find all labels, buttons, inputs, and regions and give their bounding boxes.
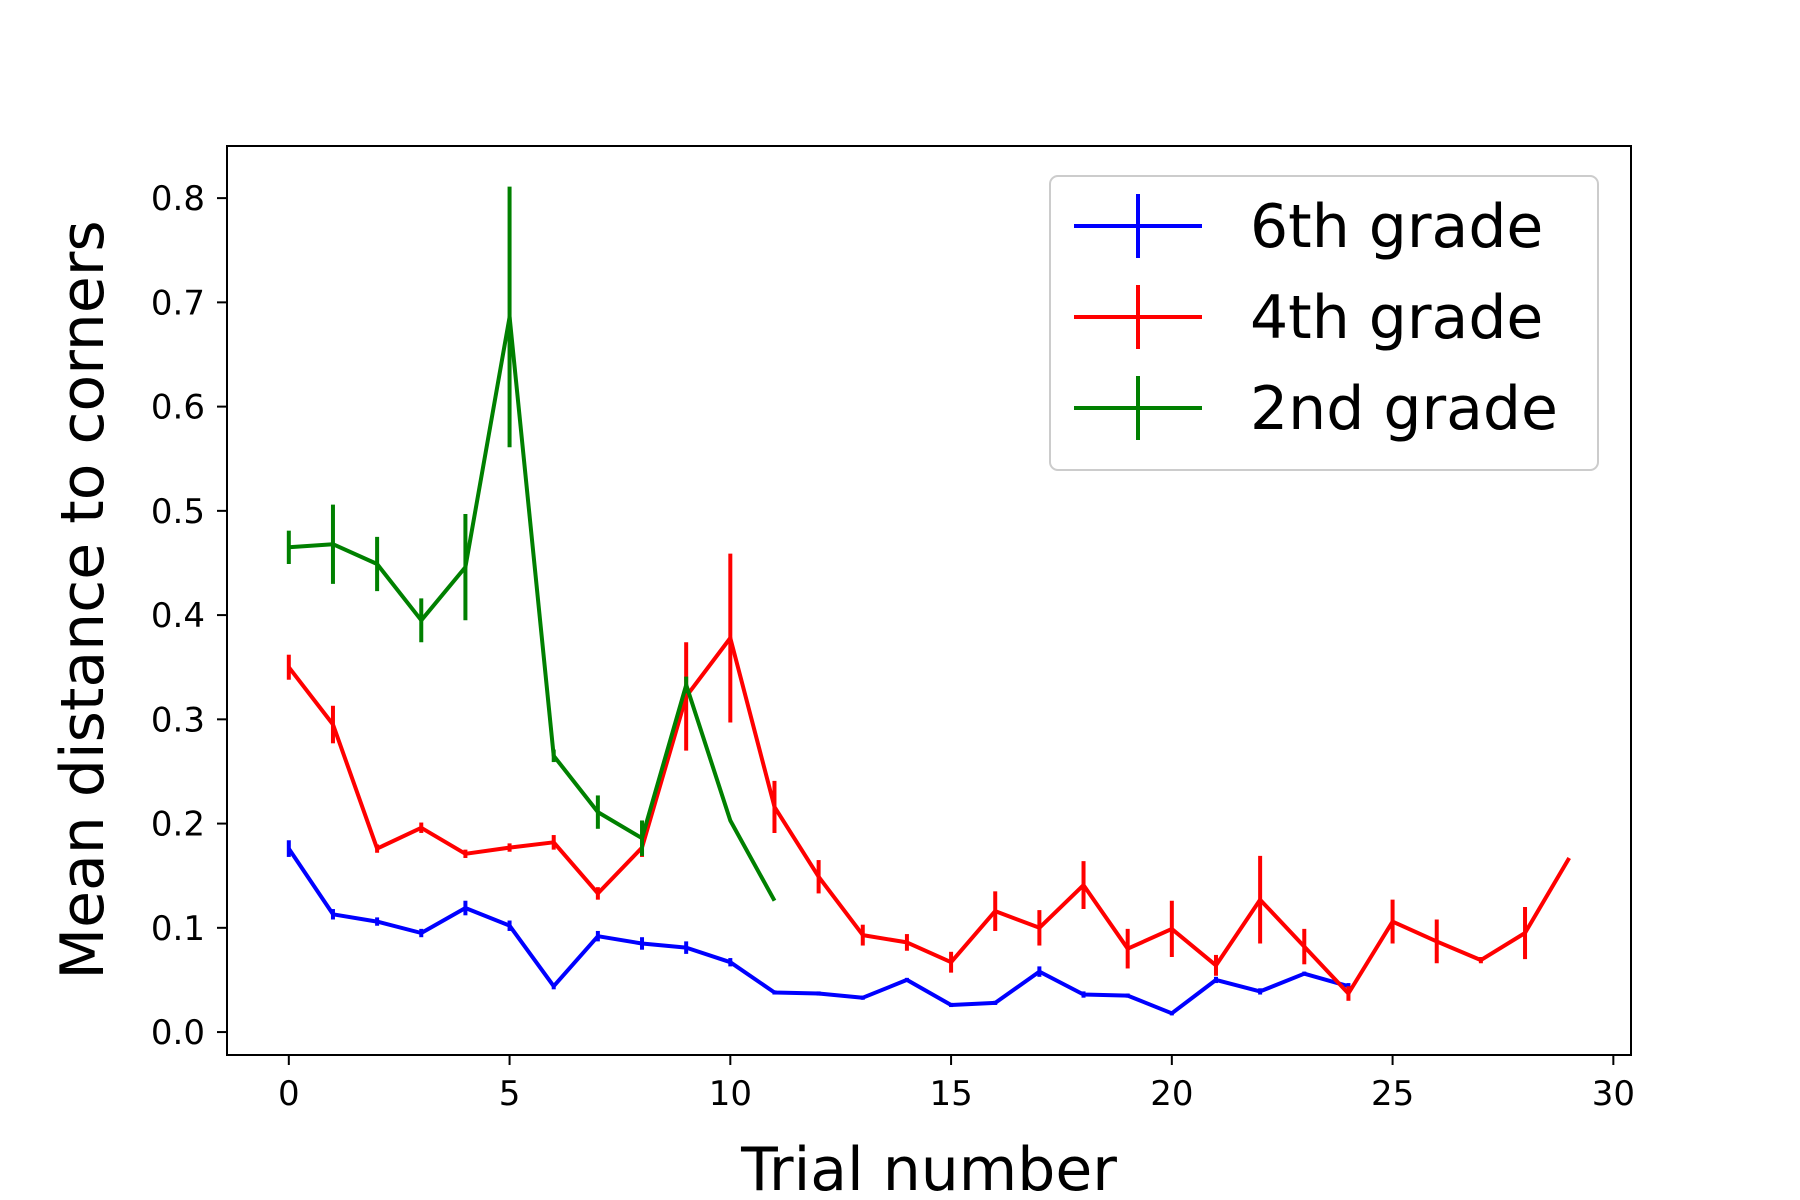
y-tick-label: 0.2: [151, 805, 205, 845]
legend-item-1: 4th grade: [1074, 283, 1543, 353]
y-tick-label: 0.1: [151, 909, 205, 949]
legend-box: [1049, 175, 1599, 471]
series-2: [286, 186, 777, 902]
legend: 6th grade 4th grade 2nd grade: [1049, 175, 1599, 471]
y-tick-label: 0.4: [151, 596, 205, 636]
axes-frame: [226, 145, 1632, 1056]
x-tick-label: 20: [1150, 1074, 1193, 1114]
plot-area: [286, 186, 1571, 1016]
legend-item-2: 2nd grade: [1074, 374, 1558, 444]
legend-items: 6th grade 4th grade 2nd grade: [1074, 192, 1558, 444]
legend-label: 6th grade: [1250, 192, 1543, 262]
series-line: [288, 315, 777, 902]
x-axis: 0 5 10 15 20 25 30: [278, 1055, 1635, 1114]
y-axis: 0.0 0.1 0.2 0.3 0.4 0.5 0.6 0.7 0.8: [151, 179, 227, 1053]
x-tick-label: 25: [1371, 1074, 1414, 1114]
legend-label: 4th grade: [1250, 283, 1543, 353]
legend-item-0: 6th grade: [1074, 192, 1543, 262]
y-tick-label: 0.0: [151, 1013, 205, 1053]
series-0: [286, 840, 1351, 1016]
y-tick-label: 0.8: [151, 179, 205, 219]
x-tick-label: 0: [278, 1074, 300, 1114]
x-tick-label: 5: [499, 1074, 521, 1114]
x-tick-label: 10: [709, 1074, 752, 1114]
y-tick-label: 0.5: [151, 492, 205, 532]
y-tick-label: 0.6: [151, 388, 205, 428]
series-line: [287, 636, 1571, 996]
y-tick-label: 0.3: [151, 700, 205, 740]
y-tick-label: 0.7: [151, 283, 205, 323]
legend-label: 2nd grade: [1250, 374, 1558, 444]
x-axis-label: Trial number: [740, 1135, 1117, 1200]
y-axis-label: Mean distance to corners: [48, 220, 118, 979]
x-tick-label: 30: [1592, 1074, 1635, 1114]
x-tick-label: 15: [929, 1074, 972, 1114]
